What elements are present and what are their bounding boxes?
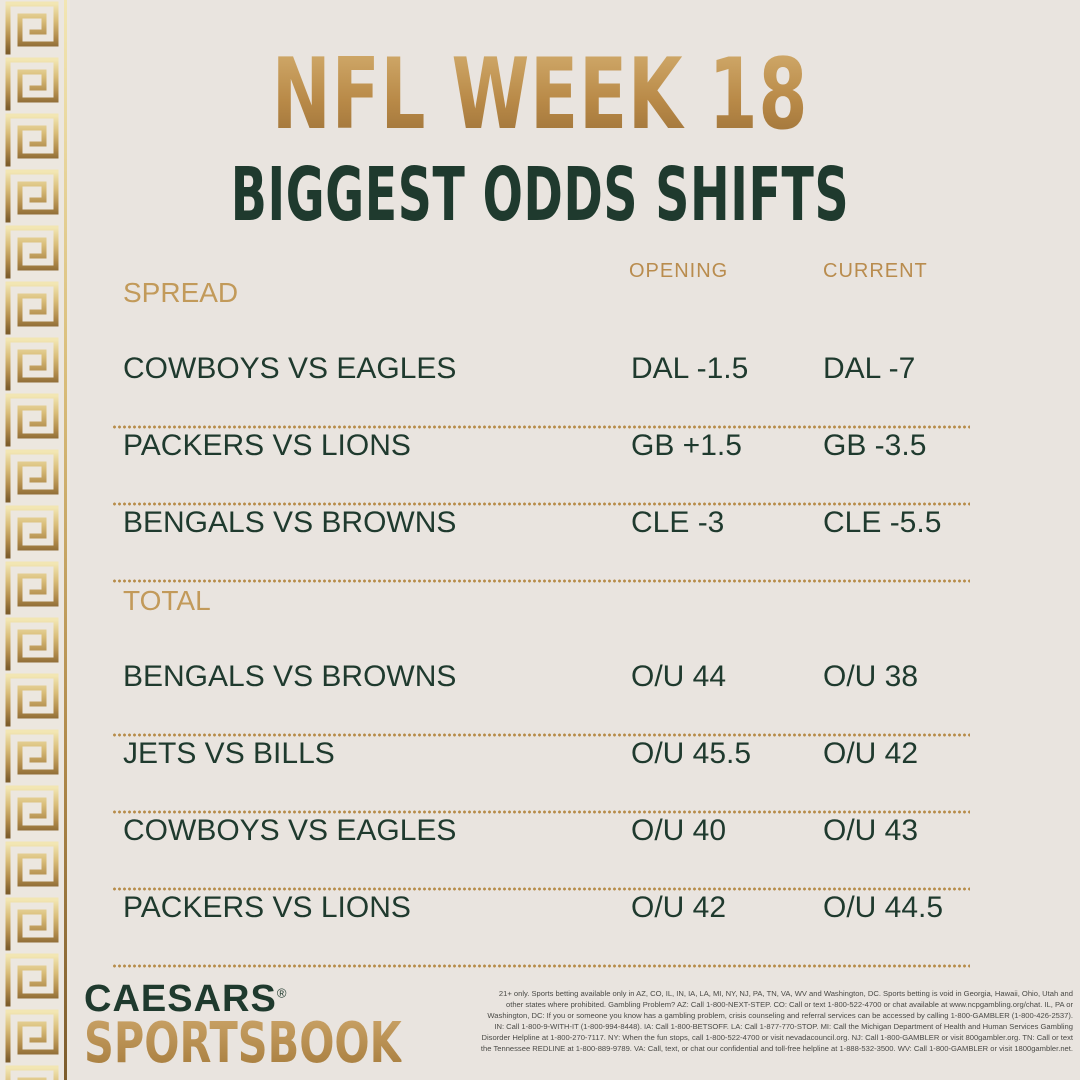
sportsbook-logo-text: SPORTSBOOK xyxy=(84,1011,402,1076)
caesars-wordmark: CAESARS xyxy=(84,978,277,1020)
current-value: O/U 42 xyxy=(823,737,919,770)
table-row: JETS VS BILLS O/U 45.5 O/U 42 xyxy=(112,737,970,814)
page-subtitle: BIGGEST ODDS SHIFTS xyxy=(230,152,850,238)
dotted-divider xyxy=(112,887,970,891)
dotted-divider xyxy=(112,733,970,737)
opening-value: DAL -1.5 xyxy=(631,352,749,385)
caesars-logo-text: CAESARS® xyxy=(84,978,287,1021)
dotted-divider xyxy=(112,810,970,814)
dotted-divider xyxy=(112,579,970,583)
table-row: BENGALS VS BROWNS O/U 44 O/U 38 xyxy=(112,660,970,737)
registered-mark: ® xyxy=(276,985,288,1001)
table-row: PACKERS VS LIONS O/U 42 O/U 44.5 xyxy=(112,891,970,968)
current-value: DAL -7 xyxy=(823,352,916,385)
table-row: COWBOYS VS EAGLES DAL -1.5 DAL -7 xyxy=(112,352,970,429)
matchup-label: JETS VS BILLS xyxy=(123,737,335,770)
current-value: O/U 38 xyxy=(823,660,919,693)
dotted-divider xyxy=(112,425,970,429)
column-header-opening: OPENING xyxy=(629,260,729,282)
opening-value: O/U 45.5 xyxy=(631,737,752,770)
matchup-label: COWBOYS VS EAGLES xyxy=(123,814,457,847)
table-row: COWBOYS VS EAGLES O/U 40 O/U 43 xyxy=(112,814,970,891)
greek-key-border xyxy=(0,0,70,1080)
current-value: CLE -5.5 xyxy=(823,506,942,539)
dotted-divider xyxy=(112,964,970,968)
table-row: BENGALS VS BROWNS CLE -3 CLE -5.5 xyxy=(112,506,970,583)
matchup-label: PACKERS VS LIONS xyxy=(123,429,411,462)
dotted-divider xyxy=(112,502,970,506)
current-value: GB -3.5 xyxy=(823,429,927,462)
matchup-label: PACKERS VS LIONS xyxy=(123,891,411,924)
page-title: NFL WEEK 18 xyxy=(151,46,929,144)
opening-value: O/U 44 xyxy=(631,660,727,693)
opening-value: O/U 40 xyxy=(631,814,727,847)
section-label-spread: SPREAD xyxy=(123,277,239,308)
opening-value: GB +1.5 xyxy=(631,429,742,462)
section-label-total: TOTAL xyxy=(123,585,211,616)
table-row: PACKERS VS LIONS GB +1.5 GB -3.5 xyxy=(112,429,970,506)
matchup-label: BENGALS VS BROWNS xyxy=(123,660,457,693)
opening-value: CLE -3 xyxy=(631,506,725,539)
current-value: O/U 44.5 xyxy=(823,891,944,924)
matchup-label: BENGALS VS BROWNS xyxy=(123,506,457,539)
legal-disclaimer: 21+ only. Sports betting available only … xyxy=(480,989,1073,1053)
column-header-current: CURRENT xyxy=(823,260,928,282)
matchup-label: COWBOYS VS EAGLES xyxy=(123,352,457,385)
current-value: O/U 43 xyxy=(823,814,919,847)
opening-value: O/U 42 xyxy=(631,891,727,924)
